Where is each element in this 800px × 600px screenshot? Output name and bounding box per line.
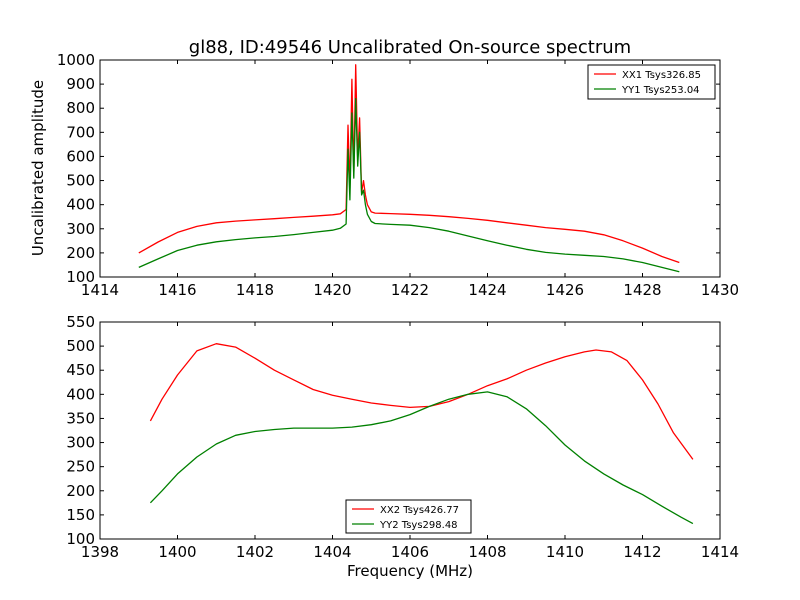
- top-y-tick-label: 700: [66, 123, 95, 141]
- top-x-tick-label: 1424: [468, 281, 506, 299]
- top-y-axis-label: Uncalibrated amplitude: [29, 80, 47, 256]
- top-x-tick-label: 1416: [158, 281, 196, 299]
- top-legend-label-1: YY1 Tsys253.04: [621, 85, 700, 96]
- top-series-line-yy1: [138, 97, 680, 273]
- bottom-legend: XX2 Tsys426.77 YY2 Tsys298.48: [345, 499, 472, 534]
- bottom-y-tick-label: 450: [66, 361, 95, 379]
- top-x-tick-label: 1430: [701, 281, 739, 299]
- bottom-legend-box: [345, 499, 472, 534]
- bottom-x-tick-label: 1414: [701, 543, 739, 561]
- bottom-x-tick-label: 1404: [313, 543, 351, 561]
- bottom-x-tick-label: 1410: [546, 543, 584, 561]
- top-y-tick-label: 800: [66, 99, 95, 117]
- top-chart-title: gl88, ID:49546 Uncalibrated On-source sp…: [189, 37, 631, 58]
- bottom-x-tick-label: 1400: [158, 543, 196, 561]
- chart-bottom: 1398 1400 1402 1404 1406 1408 1410 1412 1414 100 1…: [66, 313, 739, 580]
- top-y-tick-label: 500: [66, 172, 95, 190]
- top-legend-label-0: XX1 Tsys326.85: [622, 70, 701, 81]
- bottom-legend-label-0: XX2 Tsys426.77: [380, 505, 459, 516]
- top-y-tick-label: 1000: [57, 51, 95, 69]
- bottom-y-tick-label: 400: [66, 385, 95, 403]
- bottom-series-line-yy2: [149, 391, 694, 525]
- top-series-line-xx1: [138, 64, 680, 264]
- bottom-y-tick-label: 200: [66, 482, 95, 500]
- bottom-x-tick-label: 1406: [391, 543, 429, 561]
- top-y-tick-label: 900: [66, 75, 95, 93]
- top-y-tick-label: 200: [66, 244, 95, 262]
- top-y-tick-label: 400: [66, 196, 95, 214]
- bottom-y-tick-label: 100: [66, 530, 95, 548]
- bottom-y-tick-label: 150: [66, 506, 95, 524]
- bottom-legend-label-1: YY2 Tsys298.48: [379, 520, 458, 531]
- top-x-tick-label: 1420: [313, 281, 351, 299]
- bottom-y-tick-label: 300: [66, 434, 95, 452]
- top-x-tick-label: 1418: [236, 281, 274, 299]
- bottom-y-tick-label: 500: [66, 337, 95, 355]
- top-x-tick-label: 1414: [81, 281, 119, 299]
- bottom-x-tick-label: 1412: [623, 543, 661, 561]
- top-legend-box: [587, 64, 716, 100]
- top-x-tick-label: 1428: [623, 281, 661, 299]
- bottom-x-tick-label: 1402: [236, 543, 274, 561]
- bottom-y-tick-label: 550: [66, 313, 95, 331]
- bottom-x-tick-label: 1408: [468, 543, 506, 561]
- top-y-tick-label: 100: [66, 268, 95, 286]
- bottom-x-tick-label: 1398: [81, 543, 119, 561]
- chart-top: 1414 1416 1418 1420 1422 1424 1426 1428 1430 100 2…: [29, 37, 739, 299]
- top-y-tick-label: 600: [66, 147, 95, 165]
- top-x-tick-label: 1426: [546, 281, 584, 299]
- bottom-y-tick-label: 250: [66, 458, 95, 476]
- top-y-tick-label: 300: [66, 220, 95, 238]
- bottom-x-axis-label: Frequency (MHz): [347, 562, 473, 580]
- top-x-tick-label: 1422: [391, 281, 429, 299]
- top-legend: XX1 Tsys326.85 YY1 Tsys253.04: [587, 64, 716, 100]
- bottom-y-tick-label: 350: [66, 409, 95, 427]
